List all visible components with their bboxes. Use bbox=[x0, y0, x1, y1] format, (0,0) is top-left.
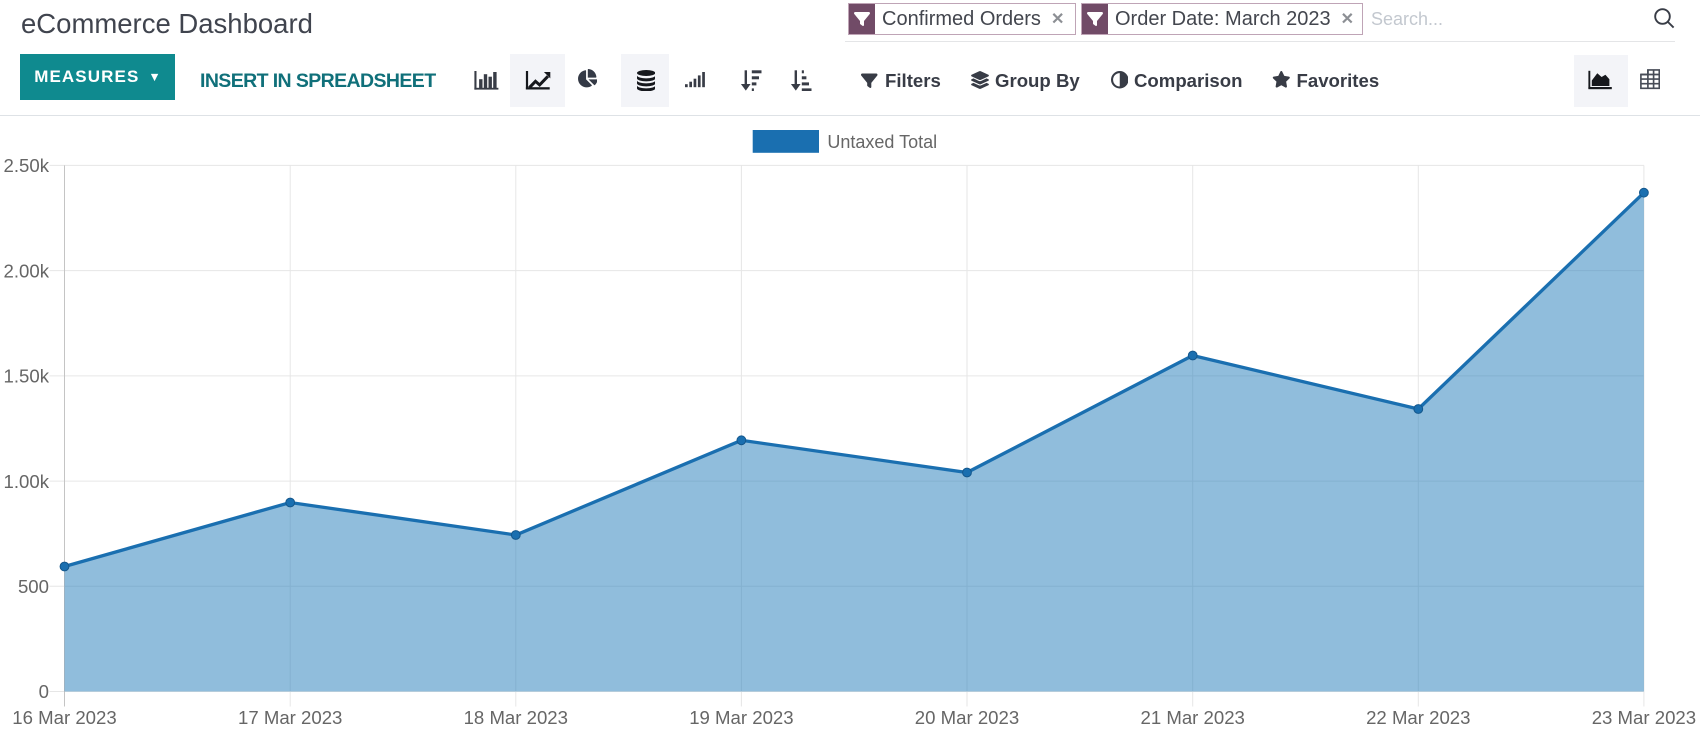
svg-text:17 Mar 2023: 17 Mar 2023 bbox=[238, 707, 342, 728]
svg-text:2.50k: 2.50k bbox=[4, 155, 50, 176]
svg-text:23 Mar 2023: 23 Mar 2023 bbox=[1592, 707, 1696, 728]
svg-text:19 Mar 2023: 19 Mar 2023 bbox=[689, 707, 793, 728]
svg-text:500: 500 bbox=[18, 576, 49, 597]
svg-text:1.50k: 1.50k bbox=[4, 366, 50, 387]
svg-text:21 Mar 2023: 21 Mar 2023 bbox=[1140, 707, 1244, 728]
svg-text:2.00k: 2.00k bbox=[4, 260, 50, 281]
svg-text:16 Mar 2023: 16 Mar 2023 bbox=[12, 707, 116, 728]
svg-text:0: 0 bbox=[39, 681, 49, 702]
svg-text:Untaxed Total: Untaxed Total bbox=[827, 132, 937, 152]
svg-text:1.00k: 1.00k bbox=[4, 471, 50, 492]
svg-text:20 Mar 2023: 20 Mar 2023 bbox=[915, 707, 1019, 728]
svg-text:22 Mar 2023: 22 Mar 2023 bbox=[1366, 707, 1470, 728]
svg-text:18 Mar 2023: 18 Mar 2023 bbox=[464, 707, 568, 728]
